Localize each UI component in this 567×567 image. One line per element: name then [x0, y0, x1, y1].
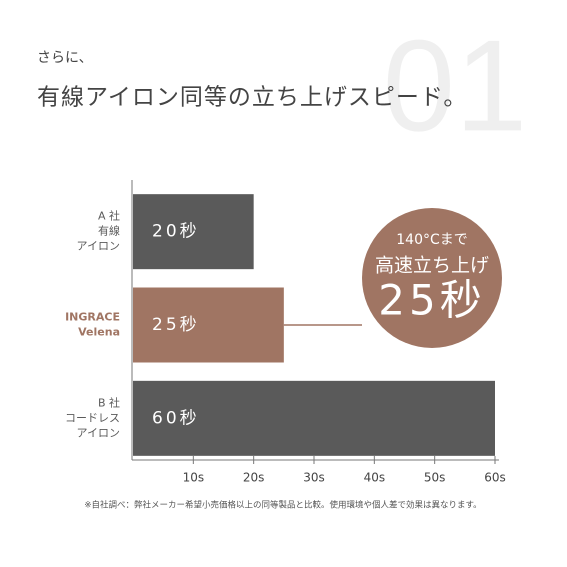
- y-tick-label: 有線: [98, 224, 120, 238]
- y-tick-label: B 社: [98, 395, 120, 409]
- value-label: 20秒: [152, 222, 200, 242]
- callout-text: 140°Cまで: [396, 232, 468, 248]
- callout-emphasis: 25秒: [378, 276, 485, 325]
- subtitle: さらに、: [37, 50, 93, 66]
- value-label: 60秒: [152, 408, 200, 428]
- x-tick-label: 50s: [424, 471, 446, 485]
- x-tick-label: 40s: [364, 471, 386, 485]
- x-tick-label: 10s: [183, 471, 205, 485]
- y-tick-label: アイロン: [77, 426, 120, 439]
- y-tick-label: INGRACE: [65, 311, 120, 324]
- y-tick-label: A 社: [98, 209, 120, 223]
- x-tick-label: 60s: [484, 471, 506, 485]
- callout-circle: [362, 208, 502, 348]
- y-tick-label: アイロン: [77, 240, 120, 253]
- y-tick-label: コードレス: [65, 411, 120, 424]
- bar: [133, 380, 495, 456]
- y-tick-label: Velena: [78, 326, 120, 339]
- x-tick-label: 30s: [303, 471, 325, 485]
- bar: [133, 287, 284, 363]
- x-tick-label: 20s: [243, 471, 265, 485]
- callout-text: 高速立ち上げ: [375, 255, 489, 277]
- bar: [133, 194, 254, 270]
- footnote: ※自社調べ：弊社メーカー希望小売価格以上の同等製品と比較。使用環境や個人差で効果…: [84, 500, 481, 511]
- value-label: 25秒: [152, 315, 200, 335]
- watermark: 01: [383, 12, 528, 158]
- chart-title: 有線アイロン同等の立ち上げスピード。: [37, 85, 467, 111]
